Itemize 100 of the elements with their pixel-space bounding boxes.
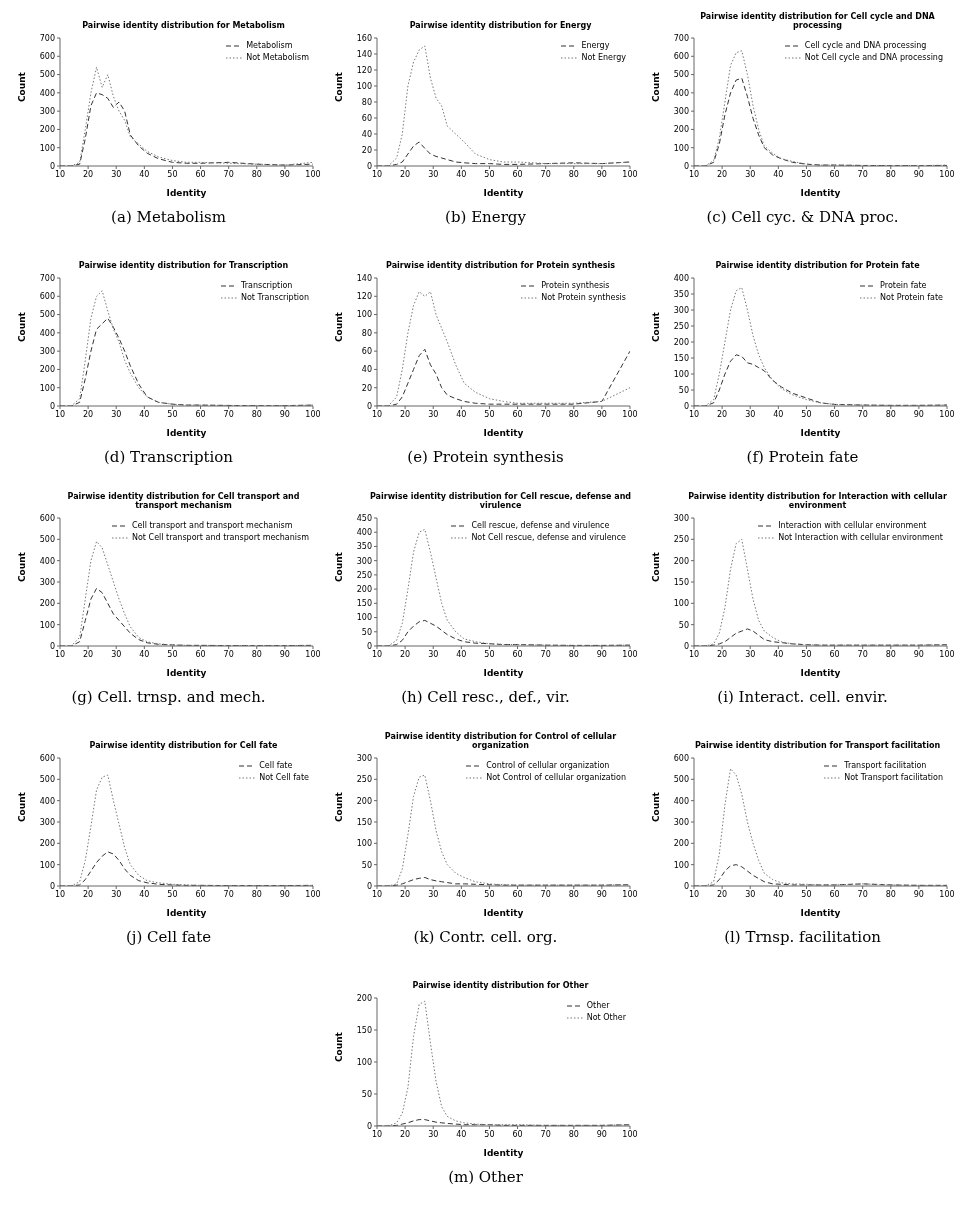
y-axis-title: Count bbox=[334, 551, 345, 582]
x-tick-label: 60 bbox=[512, 649, 523, 659]
y-tick-label: 400 bbox=[39, 556, 55, 566]
x-tick-label: 20 bbox=[83, 409, 94, 419]
text: (h) Cell resc., def., vir. bbox=[400, 688, 571, 706]
x-tick-label: 20 bbox=[717, 889, 728, 899]
y-axis-title: Count bbox=[651, 71, 662, 102]
x-tick-label: 20 bbox=[717, 409, 728, 419]
x-tick-label: 80 bbox=[568, 1129, 579, 1139]
y-tick-label: 100 bbox=[356, 81, 372, 91]
y-tick-label: 100 bbox=[356, 613, 372, 623]
chart-title: Pairwise identity distribution for Cell rescue, defense and virulence bbox=[368, 491, 633, 510]
x-tick-label: 10 bbox=[688, 409, 700, 419]
legend-label: Not Cell transport and transport mechanism bbox=[131, 532, 309, 544]
y-tick-label: 100 bbox=[356, 310, 372, 320]
y-axis-title: Count bbox=[651, 551, 662, 582]
x-tick-label: 70 bbox=[540, 1129, 551, 1139]
x-tick-label: 50 bbox=[167, 409, 178, 419]
chart-title: Pairwise identity distribution for Interaction with cellular environment bbox=[687, 491, 948, 510]
y-tick-label: 500 bbox=[39, 535, 55, 545]
x-tick-label: 70 bbox=[223, 889, 234, 899]
y-tick-label: 100 bbox=[39, 143, 55, 153]
legend-label: Not Energy bbox=[581, 52, 626, 64]
x-tick-label: 100 bbox=[305, 169, 321, 179]
x-tick-label: 40 bbox=[773, 889, 784, 899]
legend-label: Not Cell cycle and DNA processing bbox=[804, 52, 943, 64]
x-tick-label: 70 bbox=[223, 409, 234, 419]
y-tick-label: 350 bbox=[356, 542, 372, 552]
x-tick-label: 60 bbox=[829, 889, 840, 899]
legend-label: Cell transport and transport mechanism bbox=[131, 520, 293, 532]
x-tick-label: 60 bbox=[512, 1129, 523, 1139]
legend-label: Not Control of cellular organization bbox=[486, 772, 626, 784]
y-tick-label: 300 bbox=[673, 513, 689, 523]
x-tick-label: 100 bbox=[622, 409, 638, 419]
x-tick-label: 30 bbox=[428, 1129, 439, 1139]
x-tick-label: 70 bbox=[540, 889, 551, 899]
x-tick-label: 60 bbox=[195, 889, 206, 899]
legend-label: Not Transcription bbox=[240, 292, 309, 304]
x-tick-label: 30 bbox=[745, 409, 756, 419]
x-tick-label: 100 bbox=[305, 649, 321, 659]
y-tick-label: 200 bbox=[673, 125, 689, 135]
y-tick-label: 400 bbox=[39, 88, 55, 98]
y-tick-label: 0 bbox=[366, 881, 372, 891]
y-tick-label: 100 bbox=[673, 369, 689, 379]
legend-label: Transport facilitation bbox=[844, 760, 927, 772]
y-axis-title: Count bbox=[334, 791, 345, 822]
y-tick-label: 300 bbox=[673, 305, 689, 315]
legend-label: Energy bbox=[581, 40, 610, 52]
x-tick-label: 20 bbox=[83, 169, 94, 179]
text: (e) Protein synthesis bbox=[406, 448, 565, 466]
y-tick-label: 100 bbox=[356, 1057, 372, 1067]
y-tick-label: 700 bbox=[673, 33, 689, 43]
x-axis-title: Identity bbox=[166, 188, 207, 198]
x-tick-label: 50 bbox=[484, 889, 495, 899]
y-tick-label: 400 bbox=[39, 328, 55, 338]
chart-title: Pairwise identity distribution for Cell fate bbox=[88, 740, 279, 750]
x-tick-label: 30 bbox=[745, 169, 756, 179]
y-axis-title: Count bbox=[334, 311, 345, 342]
chart-title: Pairwise identity distribution for Cell transport and transport mechanism bbox=[66, 491, 301, 510]
x-tick-label: 100 bbox=[939, 889, 955, 899]
x-tick-label: 20 bbox=[400, 889, 411, 899]
y-tick-label: 160 bbox=[356, 33, 372, 43]
x-tick-label: 90 bbox=[913, 169, 924, 179]
x-tick-label: 30 bbox=[428, 649, 439, 659]
chart-title: Pairwise identity distribution for Transcription bbox=[77, 260, 290, 270]
text: (a) Metabolism bbox=[110, 208, 227, 226]
y-tick-label: 100 bbox=[673, 860, 689, 870]
x-tick-label: 30 bbox=[111, 409, 122, 419]
x-tick-label: 20 bbox=[400, 649, 411, 659]
y-tick-label: 450 bbox=[356, 513, 372, 523]
legend-label: Protein synthesis bbox=[541, 280, 610, 292]
y-tick-label: 200 bbox=[673, 337, 689, 347]
y-tick-label: 140 bbox=[356, 273, 372, 283]
x-tick-label: 70 bbox=[540, 409, 551, 419]
chart-title: Pairwise identity distribution for Control of cellular organization bbox=[383, 731, 618, 750]
y-tick-label: 150 bbox=[356, 1025, 372, 1035]
y-tick-label: 200 bbox=[39, 839, 55, 849]
y-tick-label: 300 bbox=[356, 556, 372, 566]
y-tick-label: 600 bbox=[39, 753, 55, 763]
x-tick-label: 40 bbox=[456, 649, 467, 659]
y-tick-label: 50 bbox=[678, 620, 689, 630]
x-tick-label: 70 bbox=[857, 649, 868, 659]
x-tick-label: 90 bbox=[596, 409, 607, 419]
x-tick-label: 50 bbox=[801, 409, 812, 419]
legend-label: Cell cycle and DNA processing bbox=[804, 40, 927, 52]
x-tick-label: 70 bbox=[857, 169, 868, 179]
y-tick-label: 250 bbox=[673, 535, 689, 545]
y-tick-label: 120 bbox=[356, 65, 372, 75]
y-tick-label: 100 bbox=[39, 383, 55, 393]
y-tick-label: 500 bbox=[673, 70, 689, 80]
x-tick-label: 10 bbox=[54, 889, 66, 899]
x-tick-label: 80 bbox=[251, 409, 262, 419]
x-tick-label: 80 bbox=[885, 649, 896, 659]
y-tick-label: 500 bbox=[673, 775, 689, 785]
x-axis-title: Identity bbox=[483, 1148, 524, 1158]
y-tick-label: 100 bbox=[39, 620, 55, 630]
x-tick-label: 50 bbox=[484, 169, 495, 179]
legend-label: Metabolism bbox=[246, 40, 293, 52]
x-tick-label: 40 bbox=[773, 649, 784, 659]
y-tick-label: 50 bbox=[678, 385, 689, 395]
